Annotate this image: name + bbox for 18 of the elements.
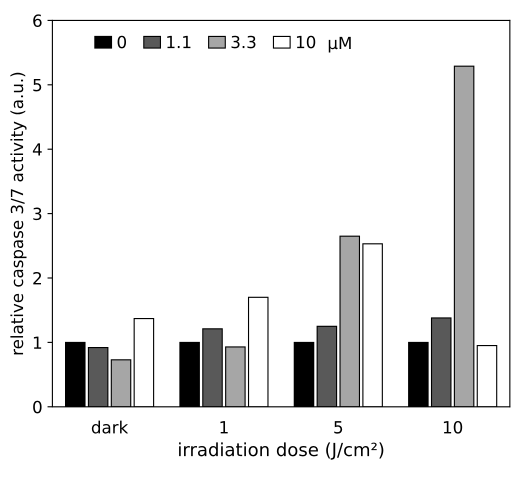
y-tick-label: 5 [33, 78, 42, 92]
y-tick-label: 0 [33, 400, 42, 414]
legend-label: 10 [296, 36, 316, 48]
x-tick-label: dark [92, 420, 128, 434]
legend-title: µM [328, 36, 351, 52]
y-tick-label: 4 [32, 143, 42, 156]
y-tick-label: 2 [33, 272, 42, 284]
x-tick-label: 1 [220, 421, 228, 434]
y-tick-label: 1 [34, 336, 42, 349]
legend-label: 0 [118, 36, 126, 48]
y-tick-label: 6 [33, 14, 42, 27]
x-axis-title: irradiation dose (J/cm²) [179, 442, 384, 460]
y-tick-label: 3 [33, 208, 42, 220]
y-axis-title: relative caspase 3/7 activity (a.u.) [10, 72, 27, 354]
legend-label: 3.3 [232, 36, 256, 48]
x-tick-label: 10 [444, 420, 462, 434]
legend-label: 1.1 [167, 36, 190, 48]
x-tick-label: 5 [334, 421, 342, 434]
